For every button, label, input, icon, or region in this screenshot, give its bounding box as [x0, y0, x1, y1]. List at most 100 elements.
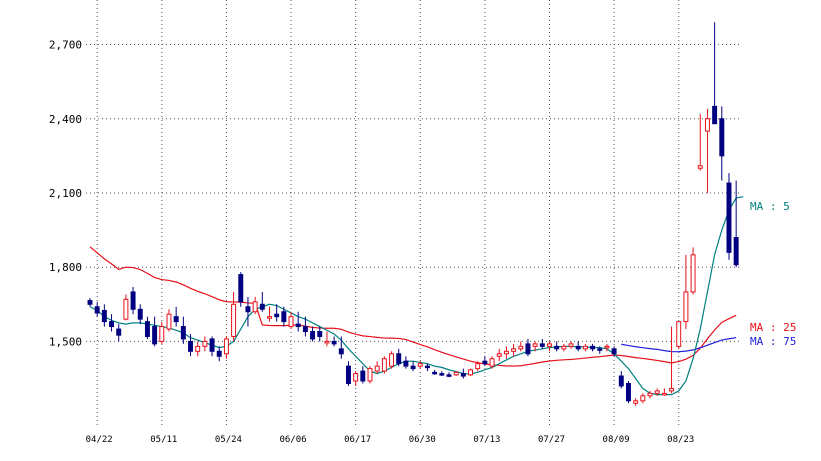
- candle: [324, 331, 330, 347]
- candle: [503, 346, 509, 359]
- candle-body-down: [345, 365, 351, 384]
- candle-body-up: [389, 353, 395, 367]
- candle-body-down: [245, 306, 251, 313]
- candle-body-up: [661, 392, 667, 396]
- x-axis-ticks: 04/22 05/11 05/24 06/06 06/17 06/30 07/13 07/27…: [86, 435, 695, 445]
- candle-body-up: [697, 165, 703, 169]
- candle: [166, 309, 172, 332]
- ma25-line: [89, 246, 737, 367]
- candle-body-down: [446, 374, 452, 377]
- x-tick-label: 06/06: [279, 435, 306, 445]
- candle: [618, 371, 624, 389]
- candle: [439, 371, 445, 377]
- candle: [302, 316, 308, 337]
- candle: [317, 326, 323, 342]
- x-tick-label: 05/24: [215, 435, 242, 445]
- candle-body-down: [259, 303, 265, 310]
- candle-body-down: [432, 371, 438, 375]
- candle: [216, 346, 222, 362]
- candle: [195, 341, 201, 357]
- candle-body-down: [597, 348, 603, 351]
- candle-body-up: [561, 345, 567, 350]
- candle: [654, 388, 660, 396]
- candle: [209, 336, 215, 357]
- candle: [661, 388, 667, 396]
- y-tick-label: 2,700: [49, 39, 82, 52]
- candle-body-up: [654, 390, 660, 394]
- y-tick-label: 2,100: [49, 187, 82, 200]
- candle: [331, 336, 337, 347]
- x-tick-label: 05/11: [150, 435, 177, 445]
- x-tick-label: 06/17: [344, 435, 371, 445]
- candle-body-up: [568, 343, 574, 347]
- candle-body-down: [87, 300, 93, 305]
- candle: [690, 247, 696, 295]
- candle: [683, 254, 689, 330]
- candle-body-down: [482, 360, 488, 365]
- candle: [288, 311, 294, 330]
- candle: [137, 304, 143, 325]
- candle: [719, 106, 725, 181]
- candle: [389, 351, 395, 369]
- candle: [367, 366, 373, 384]
- candle-body-up: [518, 345, 524, 350]
- candle: [345, 361, 351, 386]
- candle-body-down: [360, 370, 366, 382]
- candle-body-up: [159, 326, 165, 342]
- grid: [86, 0, 742, 428]
- candle-body-down: [281, 311, 287, 323]
- candle: [130, 286, 136, 315]
- x-tick-label: 07/27: [538, 435, 565, 445]
- candle: [259, 291, 265, 312]
- candle-body-down: [590, 345, 596, 350]
- candle: [432, 369, 438, 375]
- legend-ma25: MA : 25: [750, 321, 796, 334]
- y-axis-ticks: 1,500 1,800 2,100 2,400 2,700: [49, 39, 82, 349]
- candle-body-down: [331, 340, 337, 345]
- candle: [468, 368, 473, 377]
- candle: [180, 316, 186, 344]
- candle: [446, 372, 452, 378]
- candle-body-down: [618, 375, 624, 387]
- candle: [582, 343, 588, 352]
- candle: [604, 343, 610, 352]
- candle: [238, 272, 244, 307]
- candle-body-up: [353, 373, 359, 382]
- legend: MA : 5 MA : 25 MA : 75: [750, 200, 796, 348]
- candle-body-down: [116, 328, 122, 336]
- candle-body-down: [101, 309, 107, 323]
- candle-body-down: [94, 306, 100, 314]
- candle: [267, 306, 272, 322]
- candle-body-up: [503, 350, 509, 355]
- candle-body-down: [554, 345, 560, 350]
- candle: [482, 356, 488, 367]
- candle-body-up: [367, 368, 373, 382]
- candle-body-up: [195, 345, 201, 352]
- candle: [87, 298, 93, 307]
- candle-body-down: [338, 348, 344, 355]
- candle: [109, 314, 115, 332]
- y-tick-label: 1,800: [49, 261, 82, 274]
- x-tick-label: 08/23: [667, 435, 694, 445]
- candle: [640, 393, 646, 404]
- candle-body-up: [704, 118, 710, 132]
- candle: [396, 348, 402, 367]
- candle-body-down: [410, 365, 416, 370]
- candle: [733, 180, 739, 268]
- candle-body-down: [302, 326, 308, 333]
- candle: [101, 304, 107, 327]
- candle: [281, 306, 287, 327]
- y-tick-label: 2,400: [49, 113, 82, 126]
- candle: [697, 113, 703, 171]
- ma75-line: [621, 337, 737, 353]
- candle-body-down: [525, 343, 531, 355]
- candle-body-down: [439, 373, 445, 376]
- candle: [252, 296, 258, 315]
- candle-body-up: [288, 316, 294, 328]
- candle: [625, 380, 631, 404]
- candle: [159, 321, 165, 344]
- candle: [152, 316, 158, 347]
- candle-body-down: [180, 326, 186, 340]
- candle-body-up: [267, 316, 272, 319]
